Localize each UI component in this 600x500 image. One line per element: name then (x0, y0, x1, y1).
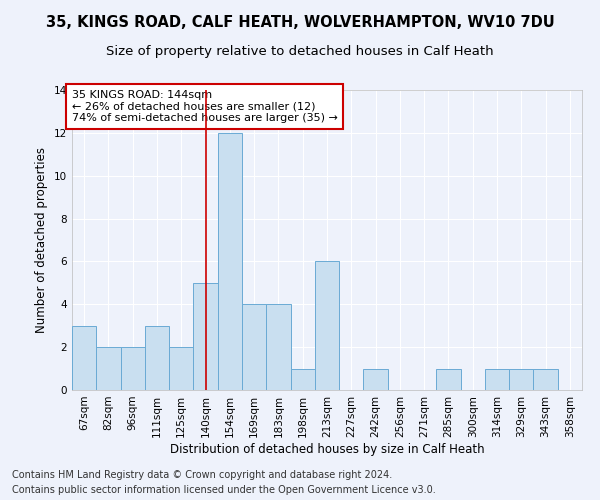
Bar (364, 368, 388, 390)
Bar (193, 283, 218, 390)
Bar (169, 347, 193, 390)
Bar (145, 326, 169, 390)
Y-axis label: Number of detached properties: Number of detached properties (35, 147, 49, 333)
Bar (290, 368, 315, 390)
Bar (266, 304, 290, 390)
Bar (509, 368, 533, 390)
Text: 35, KINGS ROAD, CALF HEATH, WOLVERHAMPTON, WV10 7DU: 35, KINGS ROAD, CALF HEATH, WOLVERHAMPTO… (46, 15, 554, 30)
Text: Contains HM Land Registry data © Crown copyright and database right 2024.: Contains HM Land Registry data © Crown c… (12, 470, 392, 480)
Bar (96, 347, 121, 390)
Bar (533, 368, 558, 390)
Bar (242, 304, 266, 390)
X-axis label: Distribution of detached houses by size in Calf Heath: Distribution of detached houses by size … (170, 442, 484, 456)
Bar (436, 368, 461, 390)
Bar (218, 133, 242, 390)
Bar (485, 368, 509, 390)
Text: Contains public sector information licensed under the Open Government Licence v3: Contains public sector information licen… (12, 485, 436, 495)
Text: 35 KINGS ROAD: 144sqm
← 26% of detached houses are smaller (12)
74% of semi-deta: 35 KINGS ROAD: 144sqm ← 26% of detached … (72, 90, 338, 123)
Bar (315, 262, 339, 390)
Bar (121, 347, 145, 390)
Bar (72, 326, 96, 390)
Text: Size of property relative to detached houses in Calf Heath: Size of property relative to detached ho… (106, 45, 494, 58)
